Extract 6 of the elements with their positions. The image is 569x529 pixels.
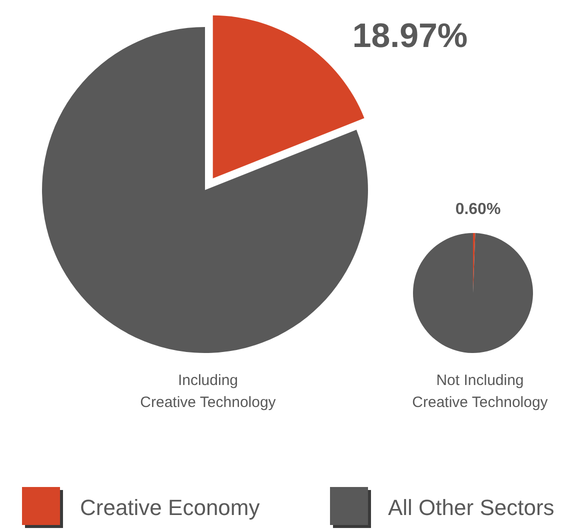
data-label: 18.97%	[352, 16, 468, 55]
slice-label: Including Creative Technology	[140, 372, 276, 411]
slice-label: Not Including Creative Technology	[412, 372, 548, 411]
data-label: 0.60%	[455, 201, 501, 218]
legend-label: All Other Sectors	[388, 495, 554, 520]
legend-label: Creative Economy	[80, 495, 260, 520]
